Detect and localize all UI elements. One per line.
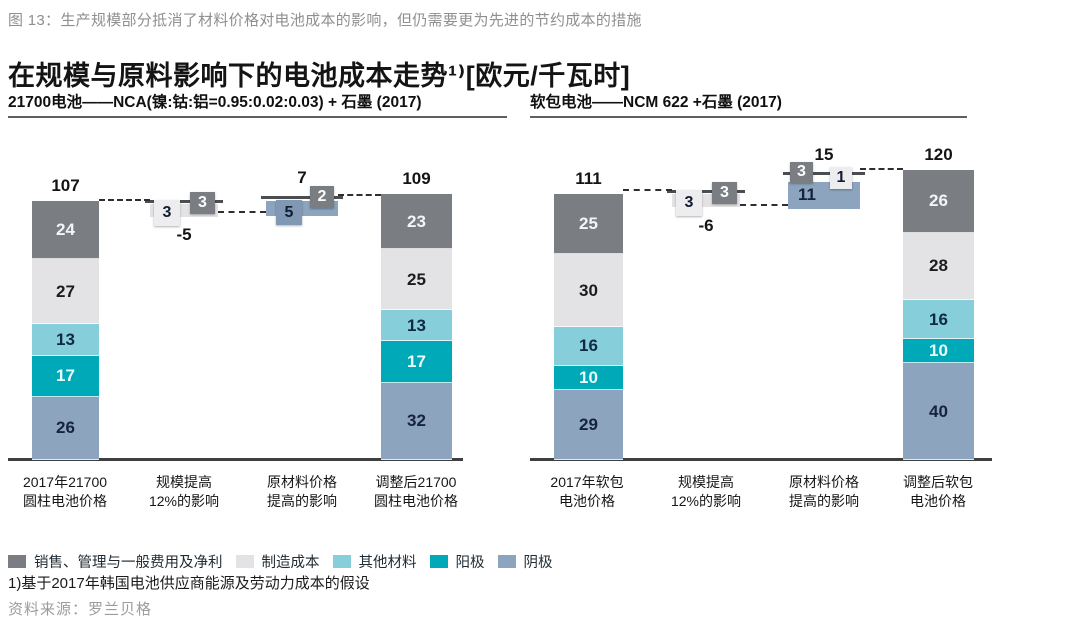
legend-item: 销售、管理与一般费用及净利 [8,551,223,572]
connector-dashed [740,203,788,206]
delta-box: 3 [712,182,737,205]
axis-line [530,458,992,461]
legend-item: 其他材料 [332,551,417,572]
chart-subtitle: 软包电池——NCM 622 +石墨 (2017) [530,94,782,111]
bar-segment: 24 [32,201,99,260]
chart-left: 21700电池——NCA(镍:钴:铝=0.95:0.02:0.03) + 石墨 … [8,90,513,520]
figure-caption: 图 13：生产规模部分抵消了材料价格对电池成本的影响，但仍需要更为先进的节约成本… [8,12,642,29]
connector-dashed [860,167,903,170]
legend-chip-other-icon [332,555,351,568]
delta-net-label: 7 [297,168,307,188]
axis-category-label: 调整后软包 电池价格 [903,474,973,509]
bar-segment: 13 [381,309,452,342]
bar-stack: 26 28 16 10 40 [903,169,974,460]
legend-chip-mfg-icon [235,555,254,568]
legend-chip-sga-icon [8,555,26,568]
connector-dashed [623,189,672,192]
axis-category-label: 调整后21700 圆柱电池价格 [374,474,458,509]
bar-segment: 30 [554,254,623,327]
bar-segment: 40 [903,363,974,460]
legend-label: 阳极 [455,555,485,571]
connector-dashed [338,194,381,197]
bar-segment: 32 [381,382,452,460]
bar-segment: 17 [381,341,452,383]
delta-box: 3 [154,200,180,227]
bar-segment: 16 [903,300,974,339]
bar-total-label: 111 [575,168,602,188]
delta-net-label: 15 [814,144,834,164]
chart-subtitle: 21700电池——NCA(镍:钴:铝=0.95:0.02:0.03) + 石墨 … [8,94,422,111]
axis-category-label: 2017年21700 圆柱电池价格 [22,474,108,509]
axis-category-label: 2017年软包 电池价格 [550,474,624,509]
axis-category-label: 规模提高 12%的影响 [148,474,220,509]
connector-dashed [218,211,266,214]
bar-segment: 27 [32,259,99,325]
delta-box: 5 [276,200,302,226]
delta-box: 2 [310,186,334,209]
bar-segment: 17 [32,355,99,398]
legend-label: 制造成本 [261,555,320,571]
bar-segment: 25 [554,193,623,255]
axis-category-label: 原材料价格 提高的影响 [789,474,859,509]
bar-stack: 23 25 13 17 32 [381,193,452,460]
bar-segment: 16 [554,326,623,366]
legend-label: 销售、管理与一般费用及净利 [34,555,223,571]
delta-net-label: -6 [698,216,714,236]
delta-box: 1 [830,166,852,189]
chart-title-rule [530,116,967,118]
delta-box: 3 [190,192,215,215]
legend-label: 阴极 [523,555,553,571]
legend-item: 阴极 [497,551,553,572]
chart-right: 软包电池——NCM 622 +石墨 (2017) 111 25 30 16 10 29 3 3… [530,90,1035,520]
source-line: 资料来源：罗兰贝格 [8,601,153,618]
bar-total-label: 107 [51,176,80,196]
legend-item: 制造成本 [235,551,320,572]
bar-segment: 26 [903,169,974,233]
delta-hline [145,200,223,204]
delta-hline [261,196,343,200]
page-title: 在规模与原料影响下的电池成本走势¹⁾[欧元/千瓦时] [8,61,631,92]
bar-segment: 23 [381,193,452,250]
axis-category-label: 规模提高 12%的影响 [670,474,742,509]
bar-segment: 10 [903,338,974,364]
bar-total-label: 120 [924,144,953,164]
bar-segment: 10 [554,365,623,390]
delta-box: 3 [790,161,813,183]
delta-net-label: -5 [176,225,192,245]
delta-hline [667,190,745,194]
legend-chip-anode-icon [429,555,448,568]
bar-segment: 25 [381,249,452,310]
bar-total-label: 109 [402,168,431,188]
bar-stack: 24 27 13 17 26 [32,201,99,460]
legend-item: 阳极 [429,551,485,572]
bar-segment: 26 [32,397,99,460]
legend-chip-cathode-icon [497,555,516,568]
footnote: 1)基于2017年韩国电池供应商能源及劳动力成本的假设 [8,575,370,592]
bar-segment: 28 [903,232,974,301]
axis-line [8,458,463,461]
bar-segment: 13 [32,324,99,356]
legend-label: 其他材料 [358,555,417,571]
delta-box: 3 [676,190,702,217]
chart-title-rule [8,116,507,118]
legend: 销售、管理与一般费用及净利 制造成本 其他材料 阳极 阴极 [8,551,553,572]
bar-segment: 29 [554,389,623,460]
connector-dashed [99,199,150,202]
delta-hline [783,171,865,175]
axis-category-label: 原材料价格 提高的影响 [267,474,337,509]
bar-stack: 25 30 16 10 29 [554,193,623,460]
